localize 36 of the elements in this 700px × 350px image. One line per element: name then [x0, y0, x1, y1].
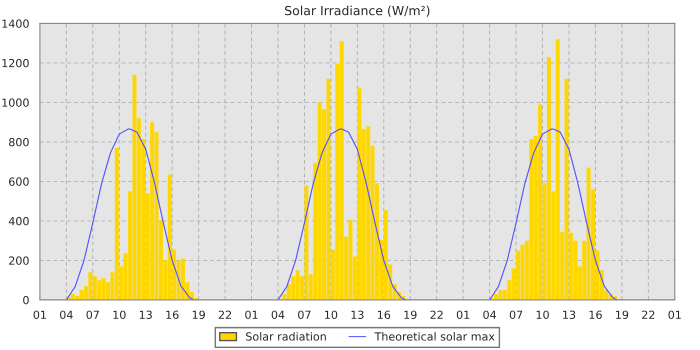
- y-tick-label: 600: [9, 177, 29, 186]
- x-tick-label: 01: [668, 310, 681, 319]
- y-tick-label: 800: [9, 138, 29, 146]
- x-tick-label: 07: [298, 310, 311, 319]
- chart-title: Solar Irradiance (W/m²): [285, 6, 430, 17]
- x-tick-label: 07: [86, 310, 99, 319]
- x-tick-label: 04: [483, 310, 496, 319]
- x-tick-label: 19: [404, 310, 417, 319]
- x-tick-label: 13: [563, 310, 576, 319]
- x-tick-label: 01: [34, 310, 46, 319]
- x-tick-label: 10: [113, 310, 126, 319]
- x-tick-label: 16: [166, 310, 179, 319]
- y-tick-label: 1400: [2, 19, 29, 28]
- x-tick-label: 04: [60, 310, 73, 319]
- x-tick-label: 04: [272, 310, 284, 319]
- legend-label: Theoretical solar max: [374, 332, 495, 341]
- y-tick-label: 400: [8, 216, 29, 226]
- x-tick-label: 10: [325, 310, 338, 319]
- x-tick-label: 07: [510, 310, 522, 319]
- x-tick-label: 01: [245, 310, 258, 319]
- y-tick-label: 0: [23, 296, 29, 304]
- x-tick-label: 22: [642, 310, 654, 319]
- y-tick-label: 1200: [2, 58, 29, 68]
- x-tick-label: 01: [456, 310, 470, 319]
- x-tick-label: 19: [616, 310, 628, 319]
- x-tick-label: 13: [140, 310, 152, 319]
- y-tick-label: 1000: [2, 98, 29, 107]
- legend-label: Solar radiation: [246, 332, 326, 341]
- x-tick-label: 22: [430, 310, 443, 319]
- x-tick-label: 19: [192, 310, 205, 319]
- x-tick-label: 10: [536, 310, 549, 319]
- x-tick-label: 22: [218, 310, 232, 319]
- x-tick-label: 16: [378, 310, 390, 319]
- y-tick-label: 200: [9, 256, 29, 265]
- x-tick-label: 13: [352, 310, 364, 319]
- x-tick-label: 16: [590, 310, 602, 319]
